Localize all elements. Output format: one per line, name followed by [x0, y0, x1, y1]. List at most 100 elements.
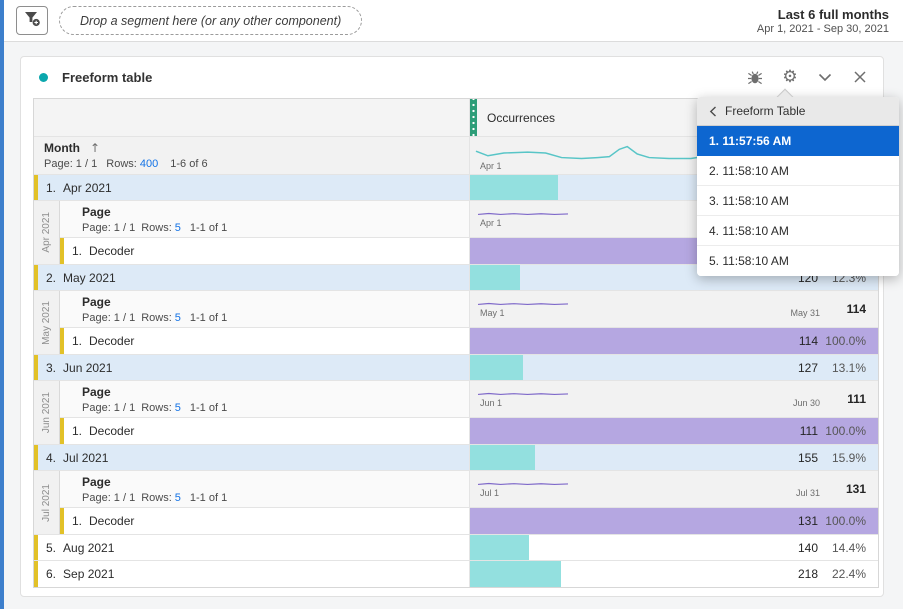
- drop-zone-text: Drop a segment here (or any other compon…: [80, 13, 342, 28]
- breakdown-dimension-header[interactable]: Page Page: 1 / 1 Rows: 5 1-1 of 1: [60, 381, 470, 417]
- month-cell: 5. Aug 2021: [34, 535, 470, 560]
- breakdown-side-strip: May 2021: [34, 291, 60, 354]
- rows-per-page-link[interactable]: 5: [174, 402, 181, 414]
- month-dimension-header[interactable]: Month ↑ Page: 1 / 1 Rows: 400 1-6 of 6: [34, 137, 470, 174]
- sparkline-end-label: May 31: [790, 308, 820, 318]
- breakdown-header-row: Page Page: 1 / 1 Rows: 5 1-1 of 1 Apr 1: [60, 201, 878, 238]
- pagination-info: Page: 1 / 1 Rows: 5 1-1 of 1: [82, 312, 228, 324]
- breakdown-total-value: 114: [846, 302, 866, 316]
- dropdown-item[interactable]: 1. 11:57:56 AM: [697, 126, 899, 156]
- dimension-accent-bar: [34, 355, 38, 380]
- empty-header-cell: [34, 99, 470, 136]
- month-value-cell: 127 13.1%: [470, 355, 878, 380]
- sparkline-start-label: Apr 1: [480, 218, 502, 228]
- breakdown-item-cell: 1. Decoder: [60, 328, 470, 354]
- freeform-table: Occurrences Month ↑ Page: 1 / 1 Rows: 400 …: [33, 98, 879, 588]
- sort-ascending-icon[interactable]: ↑: [89, 141, 101, 155]
- left-rail-accent: [0, 0, 4, 609]
- metric-percent: 13.1%: [831, 360, 866, 375]
- row-number: 1.: [46, 180, 57, 195]
- breakdown-dimension-header[interactable]: Page Page: 1 / 1 Rows: 5 1-1 of 1: [60, 291, 470, 327]
- month-cell: 2. May 2021: [34, 265, 470, 290]
- rows-per-page-link[interactable]: 400: [139, 158, 159, 170]
- date-range-picker[interactable]: Last 6 full months Apr 1, 2021 - Sep 30,…: [757, 7, 889, 35]
- teal-bar: [470, 561, 562, 587]
- row-number: 1.: [72, 244, 83, 258]
- month-value-cell: 155 15.9%: [470, 445, 878, 470]
- collapse-chevron-down-icon[interactable]: [816, 68, 834, 86]
- breakdown-item-cell: 1. Decoder: [60, 238, 470, 264]
- column-drag-handle-icon[interactable]: [470, 99, 477, 136]
- dimension-accent-bar: [60, 328, 64, 354]
- sparkline-start-label: May 1: [480, 308, 505, 318]
- teal-bar: [470, 355, 524, 380]
- rows-per-page-link[interactable]: 5: [174, 492, 181, 504]
- dimension-accent-bar: [34, 561, 38, 587]
- breakdown-item-label: Decoder: [89, 244, 135, 258]
- sparkline-start-label: Apr 1: [480, 161, 502, 171]
- nested-breakdown-section: Jun 2021 Page Page: 1 / 1 Rows: 5 1-1 of 1 Jun…: [34, 381, 878, 445]
- breakdown-side-strip: Jun 2021: [34, 381, 60, 444]
- dimension-accent-bar: [60, 508, 64, 534]
- breakdown-dimension-header[interactable]: Page Page: 1 / 1 Rows: 5 1-1 of 1: [60, 201, 470, 237]
- table-row-month[interactable]: 4. Jul 2021 155 15.9%: [34, 445, 878, 471]
- breakdown-dimension-name: Page: [82, 475, 111, 489]
- breakdown-total-value: 111: [847, 392, 866, 406]
- teal-bar: [470, 265, 521, 290]
- debug-bug-icon[interactable]: [746, 68, 764, 86]
- freeform-table-panel: Freeform table ⚙ Occurrences: [20, 56, 884, 597]
- month-label: Sep 2021: [63, 567, 115, 581]
- pagination-info: Page: 1 / 1 Rows: 5 1-1 of 1: [82, 492, 228, 504]
- add-segment-filter-button[interactable]: [16, 6, 48, 35]
- breakdown-month-label: Jun 2021: [41, 391, 52, 434]
- table-row-breakdown-item[interactable]: 1. Decoder 114 100.0%: [60, 328, 878, 354]
- table-row-breakdown-item[interactable]: 1. Decoder 111 100.0%: [60, 418, 878, 444]
- purple-bar: [470, 418, 878, 444]
- month-value-cell: 218 22.4%: [470, 561, 878, 587]
- dimension-accent-bar: [34, 535, 38, 560]
- close-icon[interactable]: [851, 68, 869, 86]
- sparkline-start-label: Jul 1: [480, 488, 500, 498]
- breakdown-dimension-name: Page: [82, 295, 111, 309]
- rows-per-page-link[interactable]: 5: [174, 312, 181, 324]
- breakdown-side-strip: Jul 2021: [34, 471, 60, 534]
- month-value-cell: 140 14.4%: [470, 535, 878, 560]
- column-header-row: Occurrences: [34, 99, 878, 137]
- row-number: 3.: [46, 360, 57, 375]
- freeform-table-dropdown: Freeform Table 1. 11:57:56 AM 2. 11:58:10…: [697, 88, 899, 276]
- date-range-title: Last 6 full months: [777, 6, 889, 22]
- breakdown-side-strip: Apr 2021: [34, 201, 60, 264]
- metric-value: 140: [797, 540, 818, 555]
- breakdown-dimension-header[interactable]: Page Page: 1 / 1 Rows: 5 1-1 of 1: [60, 471, 470, 507]
- table-row-month[interactable]: 6. Sep 2021 218 22.4%: [34, 561, 878, 587]
- sparkline-end-label: Jun 30: [792, 398, 820, 408]
- panel-title: Freeform table: [62, 69, 153, 85]
- nested-breakdown-section: Apr 2021 Page Page: 1 / 1 Rows: 5 1-1 of 1 Apr…: [34, 201, 878, 265]
- dropdown-item[interactable]: 2. 11:58:10 AM: [697, 156, 899, 186]
- breakdown-month-label: Apr 2021: [41, 212, 52, 253]
- metric-value: 155: [797, 450, 818, 465]
- rows-per-page-link[interactable]: 5: [174, 222, 181, 234]
- table-row-month[interactable]: 5. Aug 2021 140 14.4%: [34, 535, 878, 561]
- breakdown-month-label: May 2021: [41, 300, 52, 345]
- dropdown-item[interactable]: 3. 11:58:10 AM: [697, 186, 899, 216]
- row-number: 1.: [72, 334, 83, 348]
- table-body: 1. Apr 2021 Apr 2021 Page Page: 1 / 1 Rows: 5 1…: [34, 175, 878, 587]
- dimension-name: Month: [44, 141, 80, 155]
- metric-percent: 100.0%: [825, 424, 866, 438]
- table-row-month[interactable]: 3. Jun 2021 127 13.1%: [34, 355, 878, 381]
- settings-gear-icon[interactable]: ⚙: [782, 66, 798, 87]
- dropdown-item[interactable]: 4. 11:58:10 AM: [697, 216, 899, 246]
- dropdown-back-header[interactable]: Freeform Table: [697, 97, 899, 126]
- breakdown-value-cell: 114 100.0%: [470, 328, 878, 354]
- segment-drop-zone[interactable]: Drop a segment here (or any other compon…: [59, 6, 363, 35]
- table-row-breakdown-item[interactable]: 1. Decoder 131 100.0%: [60, 508, 878, 534]
- table-row-breakdown-item[interactable]: 1. Decoder: [60, 238, 878, 264]
- breakdown-dimension-name: Page: [82, 385, 111, 399]
- breakdown-sparkline: [478, 212, 568, 215]
- dropdown-item[interactable]: 5. 11:58:10 AM: [697, 246, 899, 276]
- breakdown-item-label: Decoder: [89, 424, 135, 438]
- breakdown-item-cell: 1. Decoder: [60, 418, 470, 444]
- metric-value: 218: [797, 567, 818, 581]
- metric-percent: 15.9%: [831, 450, 866, 465]
